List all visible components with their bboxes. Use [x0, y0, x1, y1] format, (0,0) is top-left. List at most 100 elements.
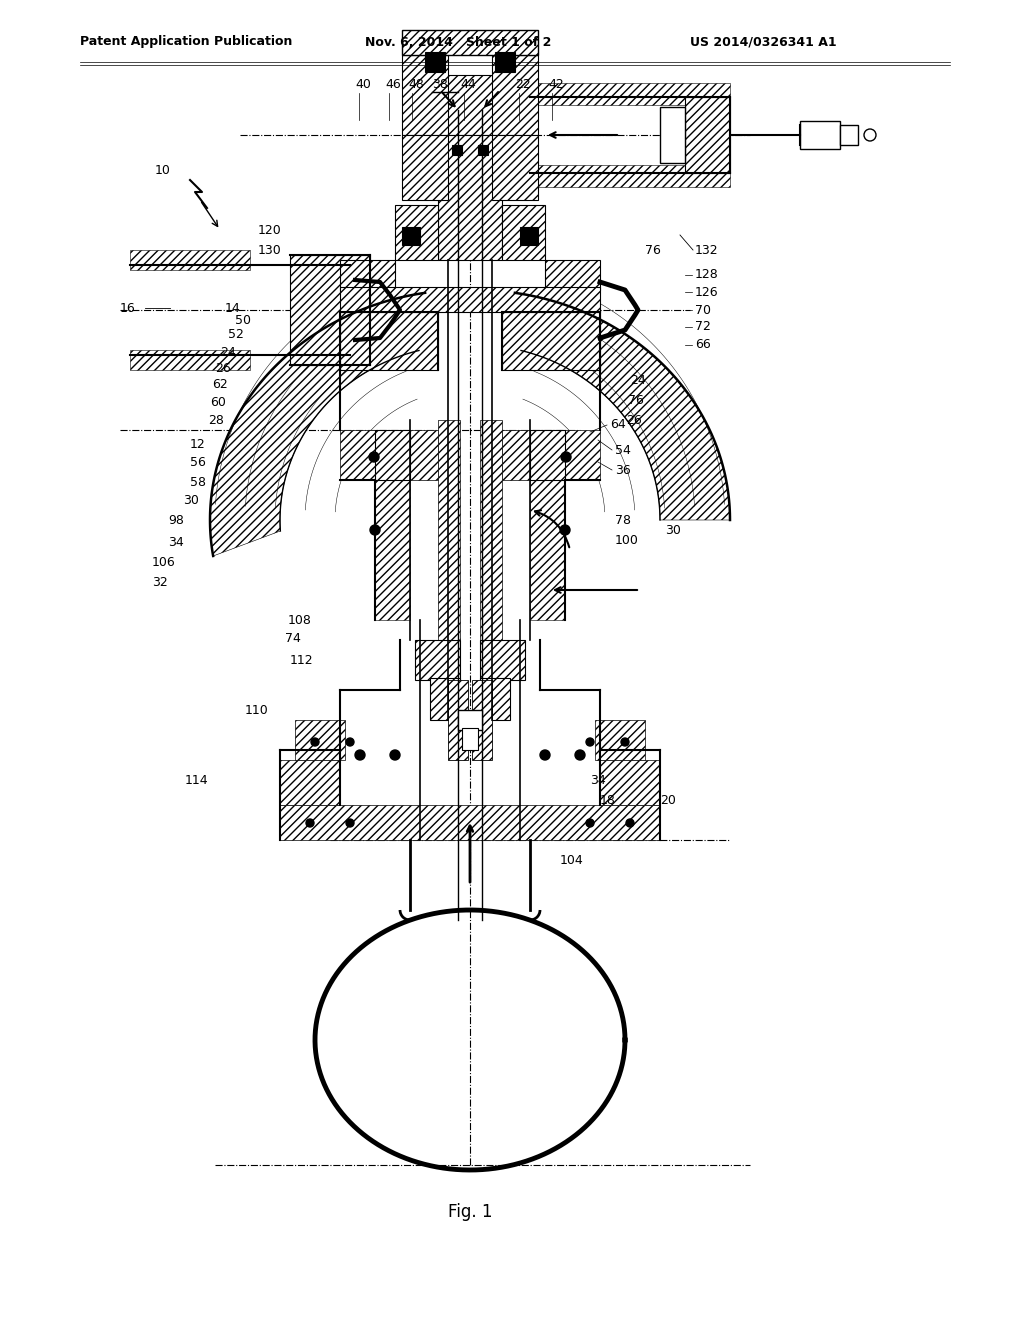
Bar	[472, 680, 492, 760]
Bar	[595, 719, 645, 760]
Text: 26: 26	[626, 413, 642, 426]
Bar	[495, 51, 515, 73]
Circle shape	[540, 750, 550, 760]
Polygon shape	[210, 293, 425, 556]
Text: 48: 48	[408, 78, 424, 91]
Text: 24: 24	[220, 346, 236, 359]
Text: 114: 114	[185, 774, 209, 787]
Bar	[520, 227, 538, 246]
Text: 26: 26	[215, 362, 230, 375]
Bar	[449, 680, 468, 760]
Text: 14: 14	[225, 301, 241, 314]
Bar	[130, 249, 250, 271]
Text: 62: 62	[212, 379, 227, 392]
Text: 56: 56	[190, 457, 206, 470]
Bar	[340, 286, 600, 312]
Text: 16: 16	[120, 301, 136, 314]
Bar	[280, 805, 660, 840]
Text: 66: 66	[695, 338, 711, 351]
Bar	[428, 75, 512, 135]
Bar	[425, 51, 445, 73]
Bar	[530, 83, 730, 106]
Bar	[295, 719, 345, 760]
Text: 126: 126	[695, 285, 719, 298]
Circle shape	[586, 738, 594, 746]
Bar	[502, 312, 600, 370]
Bar	[130, 350, 250, 370]
Text: 24: 24	[630, 374, 646, 387]
Text: 36: 36	[615, 463, 631, 477]
Circle shape	[560, 525, 570, 535]
Text: 78: 78	[615, 513, 631, 527]
Bar	[340, 260, 395, 290]
Text: 64: 64	[610, 418, 626, 432]
Circle shape	[575, 750, 585, 760]
Text: 46: 46	[385, 78, 400, 91]
Bar	[492, 135, 538, 201]
Circle shape	[561, 451, 571, 462]
Text: 22: 22	[515, 78, 530, 91]
Circle shape	[306, 818, 314, 828]
Text: 30: 30	[183, 494, 199, 507]
Text: 98: 98	[168, 513, 184, 527]
Text: 32: 32	[152, 576, 168, 589]
Bar	[492, 55, 538, 135]
Circle shape	[586, 818, 594, 828]
Bar	[340, 430, 438, 480]
Text: 128: 128	[695, 268, 719, 281]
Bar	[480, 640, 525, 680]
Text: 50: 50	[234, 314, 251, 326]
Text: Nov. 6, 2014   Sheet 1 of 2: Nov. 6, 2014 Sheet 1 of 2	[365, 36, 551, 49]
Text: 44: 44	[460, 78, 476, 91]
Text: 70: 70	[695, 304, 711, 317]
Text: 76: 76	[628, 393, 644, 407]
Bar	[462, 729, 478, 750]
Bar	[502, 205, 545, 260]
Text: 58: 58	[190, 475, 206, 488]
Bar	[375, 480, 410, 620]
Text: 34: 34	[590, 774, 606, 787]
Bar	[402, 55, 449, 135]
Text: 108: 108	[288, 614, 312, 627]
Text: 54: 54	[615, 444, 631, 457]
Bar	[395, 205, 438, 260]
Bar	[375, 430, 410, 480]
Text: 130: 130	[258, 243, 282, 256]
Bar	[660, 107, 685, 162]
Circle shape	[370, 525, 380, 535]
Text: US 2014/0326341 A1: US 2014/0326341 A1	[690, 36, 837, 49]
Bar	[530, 430, 565, 480]
Bar	[402, 135, 449, 201]
Text: 52: 52	[228, 329, 244, 342]
Text: 20: 20	[660, 793, 676, 807]
Text: 28: 28	[208, 413, 224, 426]
Text: 40: 40	[355, 78, 371, 91]
Bar	[480, 678, 510, 719]
Bar	[402, 30, 538, 55]
Bar	[800, 121, 840, 149]
Circle shape	[311, 738, 319, 746]
Bar	[438, 420, 460, 640]
Bar	[438, 135, 502, 260]
Text: 60: 60	[210, 396, 226, 408]
Text: 112: 112	[290, 653, 313, 667]
Bar	[530, 480, 565, 620]
Text: Fig. 1: Fig. 1	[447, 1203, 493, 1221]
Bar	[402, 227, 420, 246]
Text: 106: 106	[152, 556, 176, 569]
Bar	[290, 255, 370, 366]
Text: 132: 132	[695, 243, 719, 256]
Text: 38: 38	[432, 78, 447, 91]
Text: 74: 74	[285, 631, 301, 644]
Bar	[415, 640, 460, 680]
Bar	[530, 165, 730, 187]
Bar	[452, 145, 462, 154]
Bar	[685, 96, 730, 173]
Text: 72: 72	[695, 321, 711, 334]
Circle shape	[390, 750, 400, 760]
Circle shape	[621, 738, 629, 746]
Bar	[545, 260, 600, 290]
Circle shape	[355, 750, 365, 760]
Bar	[502, 430, 600, 480]
Bar	[350, 280, 385, 341]
